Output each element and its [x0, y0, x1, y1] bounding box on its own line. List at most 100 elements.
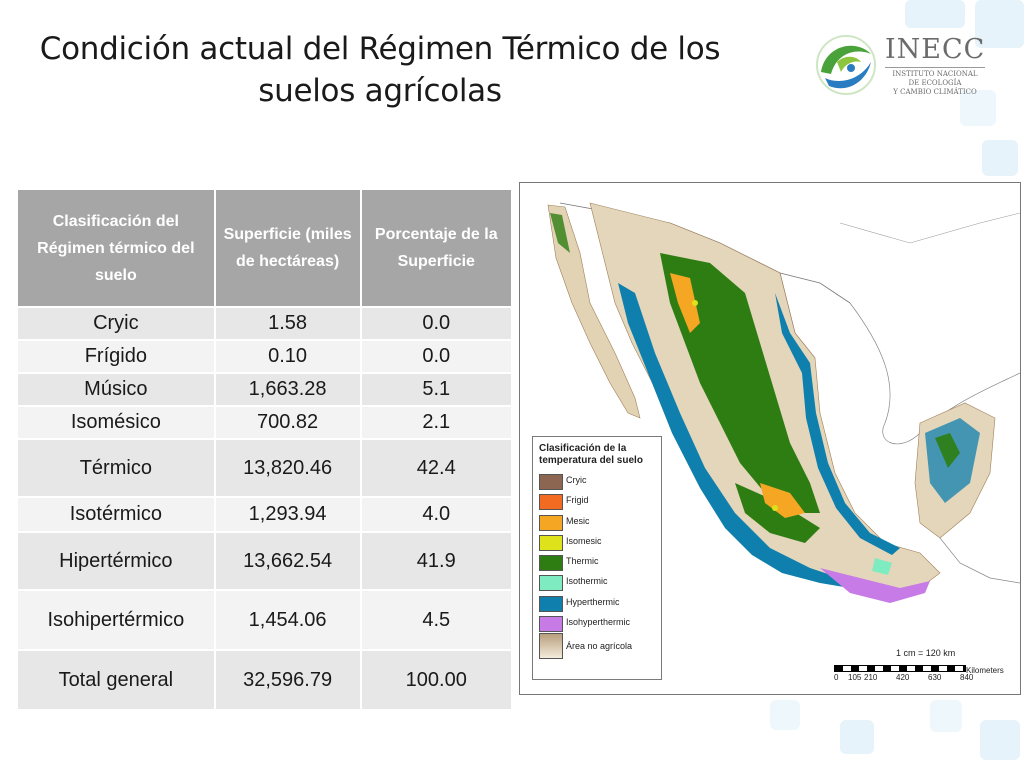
table-header-row: Clasificación del Régimen térmico del su… — [16, 188, 514, 308]
cell-percent: 4.0 — [359, 496, 514, 533]
region-hyperthermic — [618, 283, 850, 588]
legend-item: Mesic — [539, 512, 661, 532]
scale-ratio: 1 cm = 120 km — [896, 648, 956, 658]
cell-surface: 32,596.79 — [213, 649, 362, 711]
logo-text: INECC INSTITUTO NACIONAL DE ECOLOGÍA Y C… — [885, 34, 985, 97]
header-surface: Superficie (miles de hectáreas) — [213, 188, 362, 308]
region-thermic — [935, 433, 960, 468]
inecc-emblem-icon — [816, 35, 876, 95]
mexico-soil-temperature-map: Clasificación de la temperatura del suel… — [519, 182, 1021, 695]
legend-swatch — [539, 616, 563, 633]
cell-percent: 0.0 — [359, 339, 514, 374]
cell-percent: 0.0 — [359, 306, 514, 341]
cell-class: Músico — [16, 372, 216, 407]
legend-swatch — [539, 575, 563, 592]
legend-swatch — [539, 555, 563, 572]
cell-class: Térmico — [16, 438, 216, 498]
table-row: Isohipertérmico 1,454.06 4.5 — [16, 589, 514, 651]
legend-swatch — [539, 534, 563, 551]
table-row: Cryic 1.58 0.0 — [16, 306, 514, 341]
border-line — [839, 212, 1020, 244]
legend-label: Cryic — [566, 475, 587, 485]
legend-label: Mesic — [566, 515, 590, 526]
cell-percent: 41.9 — [359, 531, 514, 591]
scale-tick: 0 — [834, 673, 839, 682]
cell-surface: 1.58 — [213, 306, 362, 341]
logo-subtitle: INSTITUTO NACIONAL DE ECOLOGÍA Y CAMBIO … — [885, 67, 985, 97]
legend-title-line1: Clasificación de la — [539, 443, 627, 454]
slide-title-line2: suelos agrícolas — [258, 73, 502, 109]
decorative-square — [982, 140, 1018, 176]
cell-surface: 1,663.28 — [213, 372, 362, 407]
cell-percent: 42.4 — [359, 438, 514, 498]
region-isothermic — [872, 558, 892, 575]
legend-swatch — [539, 494, 563, 511]
legend-item: Frigid — [539, 491, 661, 511]
table-row: Isomésico 700.82 2.1 — [16, 405, 514, 440]
logo-sub-line1: INSTITUTO NACIONAL — [892, 70, 978, 78]
legend-label: Isothermic — [566, 576, 608, 587]
table-row: Músico 1,663.28 5.1 — [16, 372, 514, 407]
cell-percent: 4.5 — [359, 589, 514, 651]
cell-surface: 1,293.94 — [213, 496, 362, 533]
legend-item: Isomesic — [539, 532, 661, 552]
scale-tick: 840 — [960, 673, 974, 682]
decorative-square — [905, 0, 965, 28]
decorative-square — [770, 700, 800, 730]
region-thermic — [735, 483, 820, 543]
header-percentage: Porcentaje de la Superficie — [359, 188, 514, 308]
cell-class: Cryic — [16, 306, 216, 341]
map-scale: 1 cm = 120 km Kilometers 0 105 210 420 6… — [834, 648, 1014, 688]
legend-item: Isothermic — [539, 572, 661, 592]
region-mesic — [670, 273, 700, 333]
legend-swatch — [539, 595, 563, 612]
scale-unit: Kilometers — [966, 666, 1004, 675]
decorative-square — [930, 700, 962, 732]
legend-item: Cryic — [539, 471, 661, 491]
header-classification: Clasificación del Régimen térmico del su… — [16, 188, 216, 308]
decorative-square — [975, 0, 1024, 48]
slide-title-line1: Condición actual del Régimen Térmico de … — [39, 31, 721, 67]
scale-tick: 210 — [864, 673, 878, 682]
legend-item: Thermic — [539, 552, 661, 572]
cell-percent: 100.00 — [359, 649, 514, 711]
cell-class: Isohipertérmico — [16, 589, 216, 651]
cell-class: Isotérmico — [16, 496, 216, 533]
region-hyperthermic — [775, 293, 900, 555]
table-row: Hipertérmico 13,662.54 41.9 — [16, 531, 514, 591]
legend-label: Área no agrícola — [566, 641, 633, 652]
cell-surface: 0.10 — [213, 339, 362, 374]
legend-swatch — [539, 633, 563, 660]
table-row: Isotérmico 1,293.94 4.0 — [16, 496, 514, 533]
decorative-square — [980, 720, 1020, 760]
legend-label: Isohyperthermic — [566, 617, 631, 628]
cell-percent: 5.1 — [359, 372, 514, 407]
table-row: Térmico 13,820.46 42.4 — [16, 438, 514, 498]
cell-surface: 13,662.54 — [213, 531, 362, 591]
legend-item: Área no agrícola — [539, 633, 661, 660]
cell-percent: 2.1 — [359, 405, 514, 440]
cell-class: Isomésico — [16, 405, 216, 440]
cell-surface: 700.82 — [213, 405, 362, 440]
logo-sub-line3: Y CAMBIO CLIMÁTICO — [893, 88, 977, 96]
legend-label: Isomesic — [566, 535, 602, 546]
scale-tick: 105 — [848, 673, 862, 682]
scale-tick: 630 — [928, 673, 942, 682]
map-legend: Clasificación de la temperatura del suel… — [532, 436, 662, 680]
coast-line — [849, 302, 1020, 445]
legend-swatch — [539, 474, 563, 490]
legend-label: Frigid — [566, 495, 589, 506]
cell-class: Frígido — [16, 339, 216, 374]
legend-title: Clasificación de la temperatura del suel… — [533, 437, 661, 471]
scale-tick: 420 — [896, 673, 910, 682]
decorative-square — [840, 720, 874, 754]
legend-title-line2: temperatura del suelo — [539, 455, 643, 466]
cell-surface: 1,454.06 — [213, 589, 362, 651]
region-thermic — [550, 213, 570, 253]
logo-sub-line2: DE ECOLOGÍA — [908, 79, 962, 87]
baja-california-region — [547, 204, 641, 419]
legend-items: Cryic Frigid Mesic Isomesic Thermic Isot… — [533, 471, 661, 660]
region-isomesic — [772, 505, 778, 511]
legend-item: Hyperthermic — [539, 593, 661, 613]
legend-label: Thermic — [566, 556, 599, 567]
